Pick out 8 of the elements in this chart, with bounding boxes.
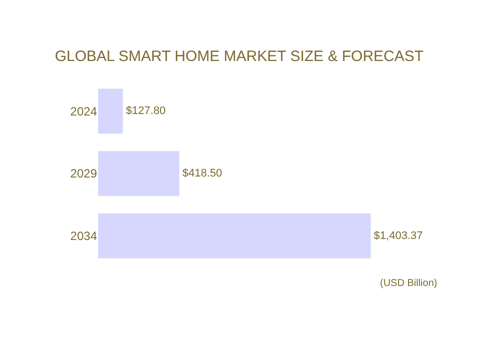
chart-title: GLOBAL SMART HOME MARKET SIZE & FORECAST xyxy=(54,48,424,66)
y-tick-label: 2029 xyxy=(70,166,98,181)
text: (USD Billion) xyxy=(380,278,438,289)
data-label: $418.50 xyxy=(182,168,222,180)
data-label: $127.80 xyxy=(126,105,166,118)
y-tick-label: 2034 xyxy=(70,229,98,244)
y-tick-label: 2024 xyxy=(70,104,98,118)
data-label: $1,403.37 xyxy=(374,230,423,242)
